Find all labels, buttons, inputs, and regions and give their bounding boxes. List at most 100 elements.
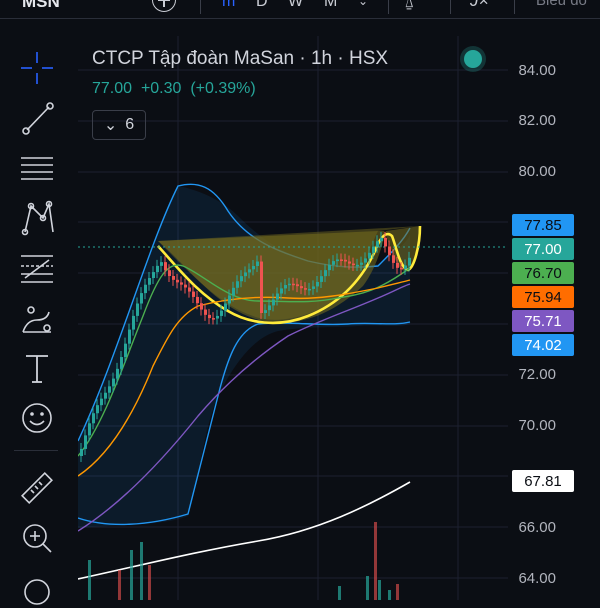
text-icon[interactable] xyxy=(14,348,60,388)
candle-body xyxy=(232,288,235,296)
volume-bar xyxy=(374,522,377,600)
price-tag-ma-white: 67.81 xyxy=(512,470,574,492)
symbol-search[interactable]: MSN xyxy=(22,0,60,12)
axis-label: 82.00 xyxy=(518,112,556,129)
indicators-toggle[interactable]: ⌄ 6 xyxy=(92,110,146,140)
price-change-pct: (+0.39%) xyxy=(190,80,255,97)
candle-body xyxy=(248,269,251,272)
candle-body xyxy=(160,262,163,266)
divider xyxy=(450,0,451,14)
price-tag-bollinger-upper: 77.85 xyxy=(512,214,574,236)
candle-body xyxy=(388,246,391,255)
candle-body xyxy=(212,318,215,320)
volume-bar xyxy=(338,586,341,600)
divider xyxy=(514,0,515,14)
candle-body xyxy=(136,304,139,316)
candle-body xyxy=(356,265,359,267)
candle-body xyxy=(112,379,115,387)
volume-bars xyxy=(88,522,399,600)
timeframe-month[interactable]: M xyxy=(324,0,337,11)
candle-body xyxy=(120,357,123,369)
candle-body xyxy=(156,266,159,272)
fib-icon[interactable] xyxy=(14,248,60,288)
candle-body xyxy=(116,369,119,379)
candle-body xyxy=(284,285,287,288)
more-menu[interactable]: Biểu đồ xyxy=(536,0,587,9)
candle-body xyxy=(340,259,343,261)
candle-body xyxy=(148,278,151,285)
candle-body xyxy=(264,310,267,313)
chart-pane[interactable]: CTCP Tập đoàn MaSan · 1h · HSX 77.00 +0.… xyxy=(78,36,600,600)
indicator-count: 6 xyxy=(125,116,134,134)
add-symbol-icon[interactable] xyxy=(152,0,176,12)
candle-body xyxy=(172,276,175,280)
zoom-in-icon[interactable] xyxy=(14,518,60,558)
candle-body xyxy=(220,311,223,316)
emoji-icon[interactable] xyxy=(14,398,60,438)
candle-body xyxy=(400,268,403,270)
chevron-down-icon[interactable]: ⌄ xyxy=(358,0,368,8)
volume-bar xyxy=(130,550,133,600)
candle-body xyxy=(196,297,199,303)
candle-body xyxy=(288,284,291,286)
volume-bar xyxy=(148,565,151,600)
candle-body xyxy=(244,272,247,276)
brush-icon[interactable] xyxy=(14,298,60,338)
candle-body xyxy=(372,247,375,253)
trend-line-icon[interactable] xyxy=(14,98,60,138)
toolbar-divider xyxy=(14,450,58,451)
candle-body xyxy=(312,286,315,289)
pattern-icon[interactable] xyxy=(14,198,60,238)
price-tag-last: 77.00 xyxy=(512,238,574,260)
candle-body xyxy=(152,272,155,278)
candle-body xyxy=(228,295,231,303)
timeframe-minute[interactable]: m xyxy=(222,0,235,11)
candle-body xyxy=(352,264,355,266)
timeframe-week[interactable]: W xyxy=(288,0,303,11)
crosshair-icon[interactable] xyxy=(14,48,60,88)
candle-body xyxy=(332,261,335,265)
candle-body xyxy=(208,315,211,318)
candle-body xyxy=(336,259,339,261)
chevron-down-icon: ⌄ xyxy=(104,115,117,135)
candle-body xyxy=(300,286,303,288)
candle-body xyxy=(276,294,279,300)
volume-bar xyxy=(88,560,91,600)
candle-body xyxy=(80,449,83,456)
price-change: +0.30 xyxy=(141,80,181,97)
horizontal-lines-icon[interactable] xyxy=(14,148,60,188)
price-tag-ma-green: 76.70 xyxy=(512,262,574,284)
candle-body xyxy=(88,423,91,435)
candle-body xyxy=(84,435,87,449)
candle-body xyxy=(272,300,275,306)
axis-label: 64.00 xyxy=(518,570,556,587)
axis-label: 66.00 xyxy=(518,519,556,536)
axis-label: 72.00 xyxy=(518,366,556,383)
candle-body xyxy=(316,282,319,286)
volume-bar xyxy=(140,542,143,600)
candle-body xyxy=(404,266,407,269)
axis-label: 70.00 xyxy=(518,417,556,434)
divider xyxy=(200,0,201,14)
chart-type-icon[interactable]: ⍙ xyxy=(404,0,414,12)
volume-bar xyxy=(366,576,369,600)
candle-body xyxy=(304,288,307,290)
ruler-icon[interactable] xyxy=(14,468,60,508)
candle-body xyxy=(252,266,255,269)
axis-label: 84.00 xyxy=(518,62,556,79)
candle-body xyxy=(108,386,111,392)
magnet-icon[interactable] xyxy=(14,568,60,608)
candle-body xyxy=(384,238,387,247)
indicators-icon[interactable]: J× xyxy=(470,0,488,11)
candle-body xyxy=(164,262,167,270)
market-status-dot[interactable] xyxy=(464,50,482,68)
candle-body xyxy=(124,344,127,357)
candle-body xyxy=(92,413,95,423)
divider xyxy=(388,0,389,14)
candle-body xyxy=(204,310,207,315)
timeframe-day[interactable]: D xyxy=(256,0,268,11)
candle-body xyxy=(328,265,331,270)
last-price: 77.00 xyxy=(92,80,132,97)
candle-body xyxy=(144,285,147,293)
candle-body xyxy=(380,238,383,241)
